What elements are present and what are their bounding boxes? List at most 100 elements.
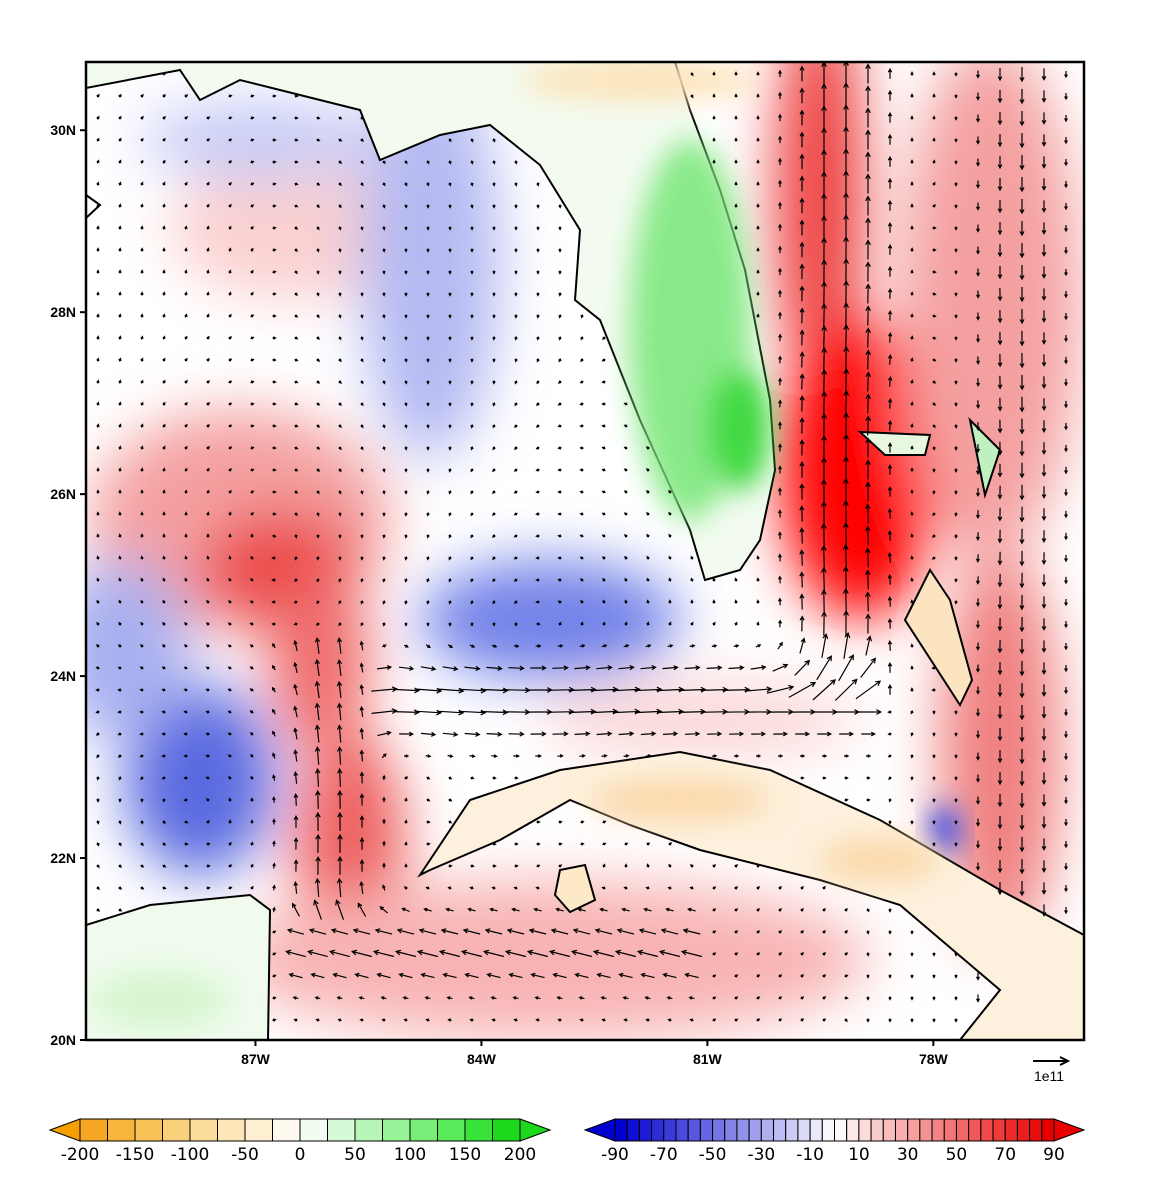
current-vector-arrow: [910, 710, 914, 715]
current-vector-arrow: [360, 380, 364, 385]
current-vector-arrow: [574, 731, 591, 737]
current-vector-arrow: [382, 270, 386, 275]
current-vector-arrow: [579, 578, 584, 582]
current-vector-arrow: [799, 241, 805, 258]
current-vector-arrow: [272, 490, 277, 494]
current-vector-arrow: [359, 771, 365, 784]
current-vector-arrow: [118, 401, 122, 406]
current-vector-arrow: [975, 840, 981, 849]
current-vector-arrow: [426, 468, 430, 473]
current-vector-arrow: [910, 930, 914, 935]
current-vector-arrow: [535, 754, 543, 758]
current-vector-arrow: [448, 402, 452, 407]
current-vector-arrow: [1041, 310, 1047, 323]
current-vector-arrow: [636, 949, 659, 958]
current-vector-arrow: [646, 842, 651, 846]
current-vector-arrow: [799, 549, 805, 566]
current-vector-arrow: [508, 665, 525, 671]
current-vector-arrow: [96, 533, 100, 538]
colorbar-label: -200: [61, 1145, 100, 1165]
plot-frame: [84, 60, 1086, 1042]
current-vector-arrow: [470, 534, 474, 539]
current-vector-arrow: [337, 811, 343, 831]
current-vector-arrow: [394, 949, 417, 958]
colorbar-box: [870, 1118, 884, 1142]
current-vector-arrow: [96, 577, 100, 582]
current-vector-arrow: [887, 574, 893, 585]
current-vector-arrow: [734, 996, 739, 1000]
current-vector-arrow: [514, 182, 518, 187]
current-vector-arrow: [371, 686, 398, 693]
colorbar-label: 200: [504, 1145, 536, 1165]
current-vector-arrow: [689, 886, 694, 890]
current-vector-arrow: [954, 270, 958, 275]
current-vector-arrow: [336, 877, 343, 898]
current-vector-arrow: [206, 577, 210, 582]
current-vector-arrow: [118, 908, 123, 912]
current-vector-arrow: [1019, 484, 1025, 501]
colorbar-box: [134, 1118, 163, 1142]
current-vector-arrow: [820, 544, 827, 570]
current-vector-arrow: [1064, 422, 1068, 431]
current-vector-arrow: [1019, 111, 1025, 127]
current-vector-arrow: [294, 336, 299, 340]
current-vector-arrow: [888, 776, 892, 781]
current-vector-arrow: [744, 686, 773, 693]
colorbar-label: -90: [601, 1145, 629, 1165]
current-vector-arrow: [448, 512, 452, 517]
current-vector-arrow: [377, 665, 393, 670]
current-vector-arrow: [250, 446, 255, 450]
current-vector-arrow: [866, 930, 870, 935]
current-vector-arrow: [404, 534, 408, 539]
current-vector-arrow: [997, 68, 1003, 82]
current-vector-arrow: [96, 555, 100, 560]
current-vector-arrow: [887, 596, 893, 607]
current-vector-arrow: [183, 688, 188, 692]
current-vector-arrow: [778, 69, 782, 78]
current-vector-arrow: [866, 974, 870, 979]
current-vector-arrow: [788, 681, 817, 698]
current-vector-arrow: [975, 664, 980, 673]
current-vector-arrow: [337, 1018, 342, 1022]
current-vector-arrow: [359, 793, 365, 806]
current-vector-arrow: [616, 928, 635, 935]
current-vector-arrow: [382, 446, 386, 451]
current-vector-arrow: [997, 331, 1003, 346]
current-vector-arrow: [910, 379, 914, 384]
current-vector-arrow: [96, 93, 100, 98]
current-vector-arrow: [228, 313, 232, 318]
current-vector-arrow: [756, 269, 760, 274]
current-vector-arrow: [799, 351, 805, 368]
current-vector-arrow: [162, 621, 166, 626]
current-vector-arrow: [1041, 90, 1047, 103]
current-vector-arrow: [272, 204, 277, 208]
current-vector-arrow: [954, 72, 958, 77]
current-vector-arrow: [250, 269, 254, 274]
current-vector-arrow: [359, 705, 364, 717]
current-vector-arrow: [1019, 793, 1025, 809]
current-vector-arrow: [821, 237, 827, 262]
current-vector-arrow: [294, 94, 299, 98]
current-vector-arrow: [997, 222, 1003, 236]
current-vector-arrow: [288, 972, 303, 979]
colorbar-box: [1041, 1118, 1055, 1142]
current-vector-arrow: [512, 996, 519, 1000]
current-vector-arrow: [513, 512, 518, 516]
current-vector-arrow: [184, 379, 188, 384]
current-vector-arrow: [843, 301, 850, 329]
current-vector-arrow: [844, 754, 850, 758]
current-vector-arrow: [601, 1018, 606, 1022]
current-vector-arrow: [778, 930, 783, 934]
current-vector-arrow: [118, 225, 122, 230]
current-vector-arrow: [426, 402, 430, 407]
current-vector-arrow: [205, 622, 210, 626]
current-vector-arrow: [690, 599, 694, 604]
current-vector-arrow: [514, 160, 518, 165]
current-vector-arrow: [546, 708, 575, 715]
current-vector-arrow: [404, 578, 408, 583]
current-vector-arrow: [228, 489, 232, 494]
current-vector-arrow: [756, 996, 761, 1000]
current-vector-arrow: [778, 996, 783, 1000]
current-vector-arrow: [820, 478, 827, 505]
